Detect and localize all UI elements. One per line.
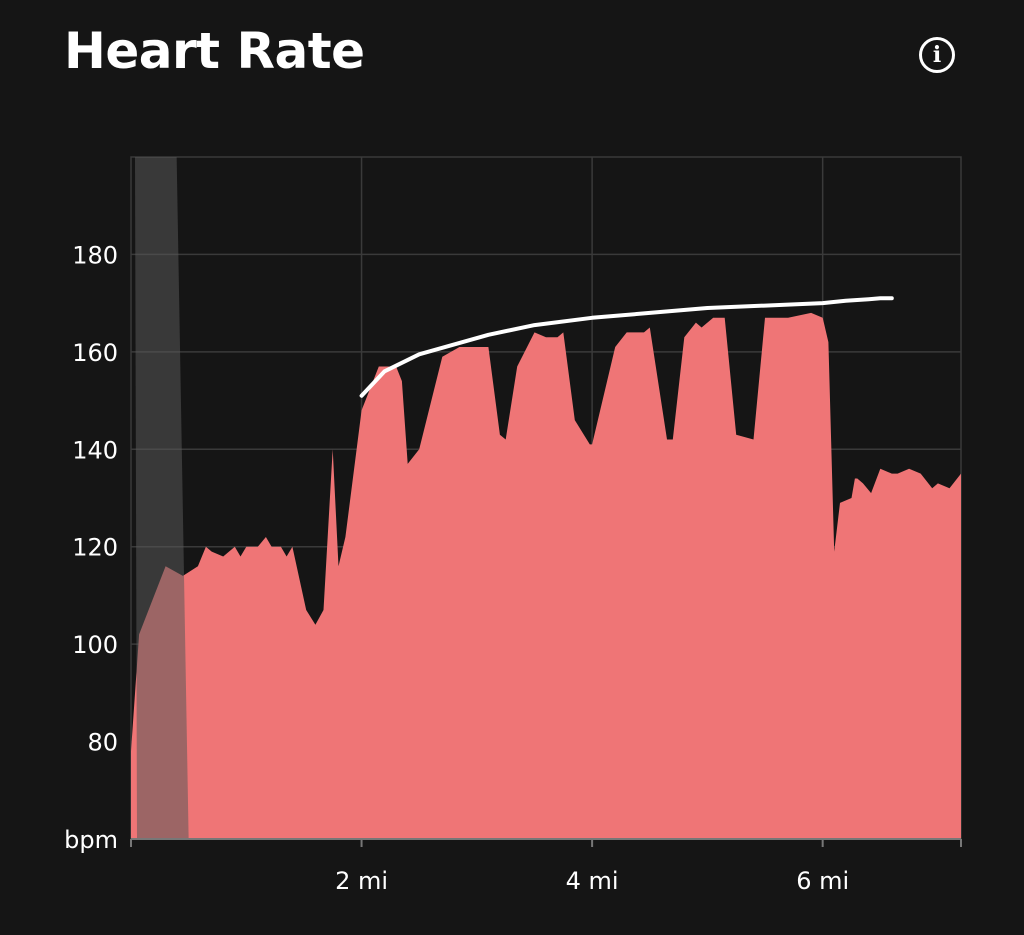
y-tick-label: 160 [72, 339, 118, 367]
page-title: Heart Rate [64, 22, 365, 80]
x-tick-label: 4 mi [566, 867, 619, 895]
x-tick-label: 6 mi [796, 867, 849, 895]
shaded-band [135, 157, 189, 839]
y-unit-label: bpm [64, 826, 118, 854]
y-tick-label: 180 [72, 241, 118, 269]
y-tick-label: 100 [72, 631, 118, 659]
heart-rate-area [131, 312, 961, 839]
y-tick-label: 80 [87, 729, 118, 757]
trend-annotation-line [359, 296, 894, 398]
y-tick-label: 120 [72, 534, 118, 562]
info-icon[interactable]: i [919, 37, 955, 73]
x-tick-label: 2 mi [335, 867, 388, 895]
y-tick-label: 140 [72, 436, 118, 464]
info-glyph: i [932, 42, 942, 68]
